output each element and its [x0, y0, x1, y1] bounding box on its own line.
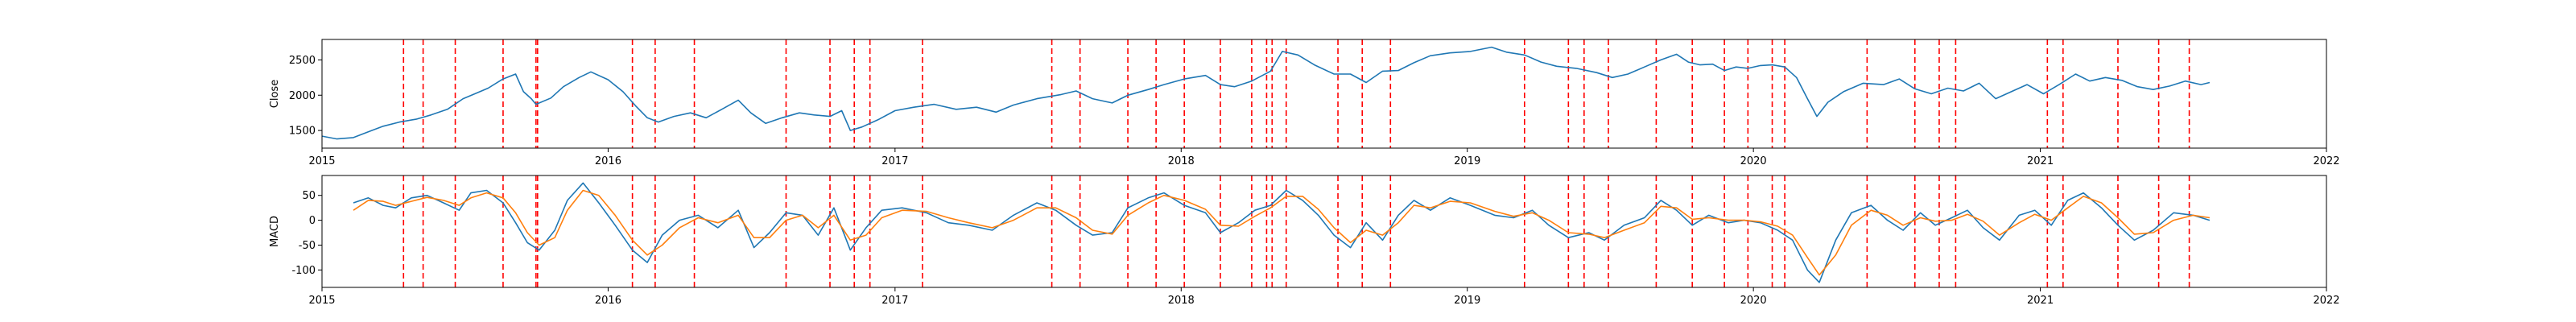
close-x-ticks: 2015 2016 2017 2018 2019 2020 2021 2022 — [308, 148, 2340, 167]
y-tick-label: 2500 — [289, 55, 316, 67]
macd-axes-frame — [321, 175, 2327, 288]
signal-line — [353, 189, 2211, 276]
close-series — [321, 46, 2211, 140]
x-tick-label: 2019 — [1454, 295, 1480, 307]
x-tick-label: 2020 — [1740, 155, 1767, 167]
close-price-panel: 1500 2000 2500 2015 2016 2017 2018 2019 2020 202… — [269, 39, 2340, 167]
x-tick-label: 2018 — [1168, 155, 1195, 167]
macd-line — [353, 182, 2211, 283]
close-y-ticks: 1500 2000 2500 — [289, 55, 322, 138]
x-tick-label: 2022 — [2313, 295, 2339, 307]
y-tick-label: 2000 — [289, 90, 316, 102]
x-tick-label: 2017 — [881, 155, 908, 167]
x-tick-label: 2022 — [2313, 155, 2339, 167]
y-tick-label: 0 — [309, 215, 316, 227]
close-y-axis-label: Close — [269, 80, 281, 108]
x-tick-label: 2019 — [1454, 155, 1480, 167]
x-tick-label: 2016 — [595, 155, 621, 167]
x-tick-label: 2017 — [881, 295, 908, 307]
close-line — [321, 46, 2211, 140]
x-tick-label: 2018 — [1168, 295, 1195, 307]
y-tick-label: 50 — [302, 190, 316, 202]
x-tick-label: 2021 — [2027, 155, 2054, 167]
x-tick-label: 2015 — [308, 295, 335, 307]
x-tick-label: 2020 — [1740, 295, 1767, 307]
close-axes-frame — [321, 39, 2327, 149]
x-tick-label: 2021 — [2027, 295, 2054, 307]
close-event-lines — [402, 39, 2190, 148]
y-tick-label: 1500 — [289, 126, 316, 138]
macd-y-ticks: -100 -50 0 50 — [291, 190, 322, 277]
y-tick-label: -50 — [299, 240, 316, 252]
x-tick-label: 2016 — [595, 295, 621, 307]
y-tick-label: -100 — [291, 265, 316, 277]
x-tick-label: 2015 — [308, 155, 335, 167]
macd-y-axis-label: MACD — [269, 216, 281, 247]
macd-series — [353, 182, 2211, 283]
macd-x-ticks: 2015 2016 2017 2018 2019 2020 2021 2022 — [308, 287, 2340, 307]
